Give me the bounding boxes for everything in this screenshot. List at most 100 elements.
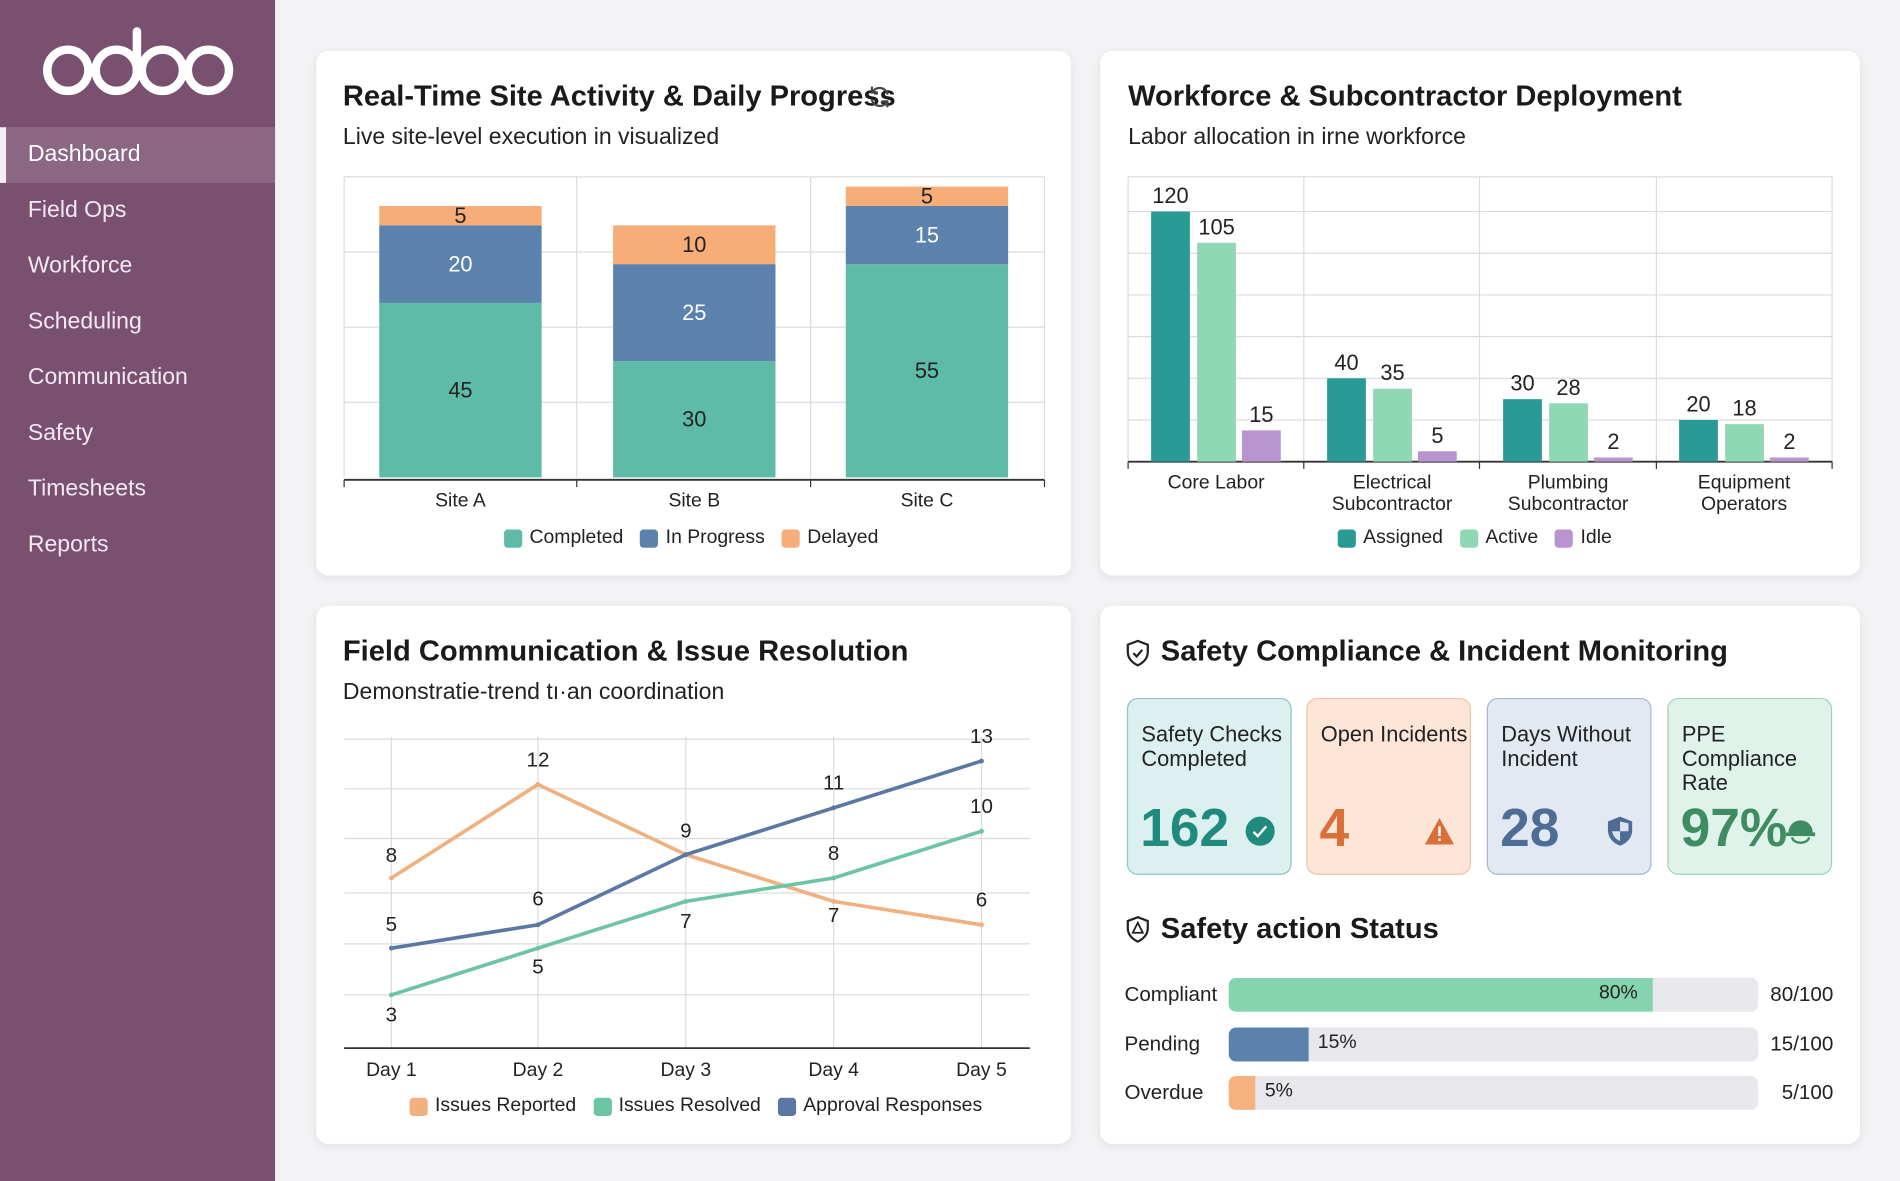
data-point	[388, 992, 394, 998]
status-percent: 15%	[1317, 1032, 1357, 1053]
data-point	[831, 898, 837, 904]
data-label: 5	[532, 956, 543, 979]
data-point	[831, 875, 837, 881]
status-bar-compliant: 80%	[1228, 977, 1759, 1012]
bar-value-label: 2	[1783, 429, 1795, 454]
sidebar-item-scheduling[interactable]: Scheduling	[27, 308, 142, 335]
tile-label: Safety Checks Completed	[1141, 722, 1283, 771]
refresh-icon[interactable]	[866, 84, 893, 111]
site-activity-chart: 45 20 5 Site A 30 25 10 Site B 55 15 5 Site C	[343, 176, 1046, 511]
tile-days-without-incident: Days Without Incident 28	[1486, 697, 1652, 875]
legend-active: Active	[1459, 527, 1538, 549]
x-tick-label: Day 4	[808, 1059, 859, 1081]
sidebar-item-safety[interactable]: Safety	[27, 420, 94, 446]
data-point	[979, 758, 984, 764]
bar-in-progress	[613, 264, 776, 362]
tile-label: Open Incidents	[1320, 722, 1468, 747]
legend-delayed: Delayed	[781, 527, 878, 549]
sidebar-item-workforce[interactable]: Workforce	[27, 253, 133, 279]
x-tick-label: Site C	[901, 489, 954, 511]
legend-issues-resolved: Issues Resolved	[593, 1095, 761, 1117]
x-tick-label: Subcontractor	[1508, 493, 1629, 515]
data-label: 11	[823, 772, 844, 795]
x-tick-label: Plumbing	[1528, 471, 1609, 493]
bar-assigned	[1503, 399, 1542, 462]
tile-label: Days Without Incident	[1501, 722, 1632, 771]
legend-idle: Idle	[1555, 527, 1612, 549]
communication-legend: Issues Reported Issues Resolved Approval…	[409, 1095, 983, 1117]
workforce-legend: Assigned Active Idle	[1337, 527, 1612, 549]
bar-completed	[845, 264, 1009, 478]
tile-open-incidents: Open Incidents 4	[1306, 697, 1472, 875]
bar-value-label: 20	[448, 251, 472, 276]
site-activity-legend: Completed In Progress Delayed	[504, 527, 878, 549]
bar-idle	[1417, 451, 1457, 462]
communication-chart: 8 12 7 6 3 5 7 8 10 5 6 9 11 13 Day 1 Day 2 Day 3 Day 4 Da…	[344, 725, 1030, 1081]
status-fill	[1228, 1027, 1309, 1062]
data-label: 10	[970, 795, 993, 818]
data-point	[535, 922, 541, 928]
status-ratio-compliant: 80/100	[1770, 982, 1834, 1006]
bar-completed	[379, 302, 542, 478]
bar-idle	[1593, 457, 1633, 462]
bar-value-label: 5	[921, 184, 933, 209]
x-tick-label: Site B	[668, 489, 720, 511]
bar-idle	[1769, 457, 1809, 462]
bar-value-label: 15	[1249, 402, 1273, 427]
shield-check-icon	[1126, 639, 1149, 667]
sidebar-item-timesheets[interactable]: Timesheets	[27, 476, 147, 502]
hard-hat-icon	[1786, 820, 1816, 844]
data-point	[535, 782, 541, 787]
sidebar-item-reports[interactable]: Reports	[27, 531, 109, 558]
bar-value-label: 105	[1198, 214, 1234, 239]
data-label: 3	[386, 1004, 397, 1027]
tile-value: 4	[1319, 798, 1350, 858]
data-point	[535, 945, 541, 951]
bar-value-label: 10	[682, 232, 706, 257]
bar-value-label: 30	[1510, 371, 1534, 396]
data-label: 12	[527, 748, 550, 771]
shield-alert-icon	[1126, 915, 1149, 943]
data-label: 6	[976, 889, 987, 912]
tile-ppe-compliance: PPE Compliance Rate 97%	[1667, 697, 1833, 875]
legend-in-progress: In Progress	[640, 527, 765, 549]
data-label: 8	[828, 842, 839, 865]
data-label: 6	[532, 887, 543, 910]
status-fill	[1228, 977, 1653, 1012]
x-tick-label: Subcontractor	[1332, 493, 1453, 515]
x-tick-label: Day 1	[366, 1059, 417, 1081]
data-point	[388, 945, 394, 951]
status-ratio-pending: 15/100	[1770, 1032, 1834, 1056]
odoo-logo	[43, 27, 234, 96]
sidebar-item-communication[interactable]: Communication	[27, 364, 188, 391]
sidebar: Dashboard Field Ops Workforce Scheduling…	[0, 0, 276, 1181]
status-label-overdue: Overdue	[1124, 1080, 1204, 1104]
site-activity-subtitle: Live site-level execution in visualized	[342, 124, 720, 151]
site-activity-title: Real-Time Site Activity & Daily Progress	[342, 79, 896, 113]
legend-issues-reported: Issues Reported	[409, 1095, 576, 1117]
bar-value-label: 5	[1431, 423, 1443, 448]
x-tick-label: Site A	[435, 489, 486, 511]
bar-value-label: 18	[1732, 396, 1756, 421]
bar-value-label: 15	[915, 222, 939, 247]
bar-assigned	[1679, 419, 1718, 462]
tile-value: 28	[1500, 798, 1560, 858]
bar-value-label: 45	[448, 377, 472, 402]
data-label: 13	[970, 725, 993, 748]
check-circle-icon	[1245, 816, 1275, 846]
communication-card	[316, 605, 1072, 1144]
warning-icon	[1424, 817, 1455, 845]
bar-value-label: 120	[1152, 183, 1188, 208]
status-ratio-overdue: 5/100	[1781, 1080, 1834, 1104]
bar-value-label: 40	[1334, 350, 1358, 375]
data-point	[979, 828, 984, 834]
workforce-subtitle: Labor allocation in irne workforce	[1128, 124, 1466, 151]
sidebar-item-field-ops[interactable]: Field Ops	[27, 197, 127, 223]
bar-active	[1725, 424, 1764, 462]
shield-icon	[1607, 816, 1633, 846]
x-tick-label: Electrical	[1353, 471, 1432, 493]
x-tick-label: Operators	[1701, 493, 1787, 515]
sidebar-item-dashboard[interactable]: Dashboard	[0, 127, 276, 183]
